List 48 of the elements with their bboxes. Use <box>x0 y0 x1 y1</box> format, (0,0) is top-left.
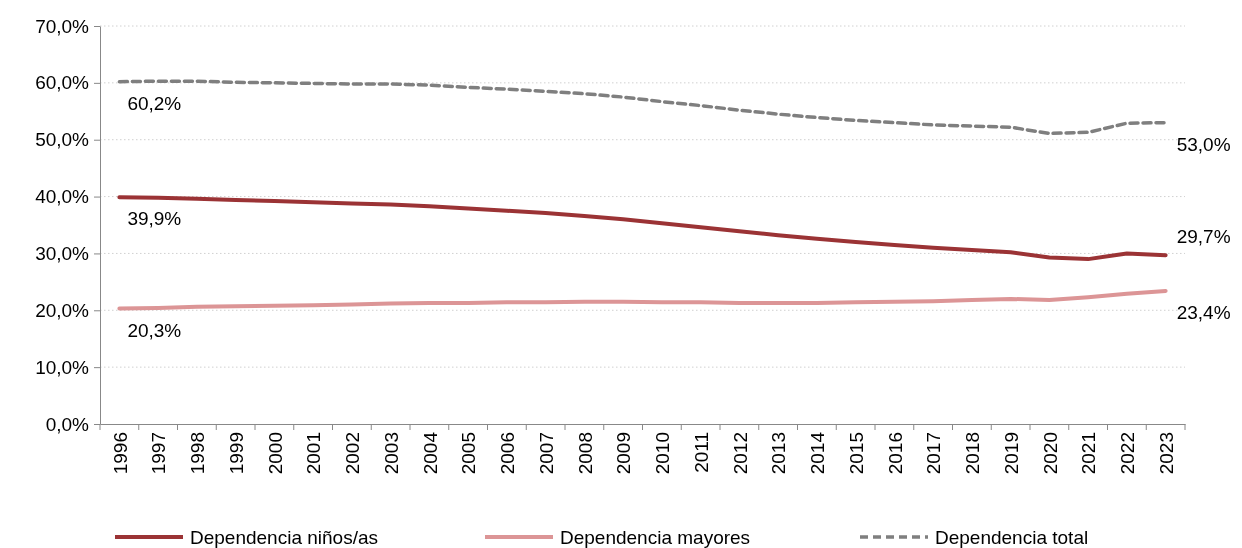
data-label: 20,3% <box>127 319 182 341</box>
x-tick-label: 2023 <box>1155 432 1177 475</box>
data-label: 53,0% <box>1176 133 1231 155</box>
x-tick-label: 1997 <box>148 432 170 475</box>
x-tick-label: 2012 <box>729 432 751 475</box>
x-tick-label: 2003 <box>380 432 402 475</box>
line-series <box>117 288 1168 311</box>
x-tick-label: 2015 <box>845 432 867 475</box>
y-tick-label: 50,0% <box>35 129 90 151</box>
x-tick-label: 1999 <box>225 432 247 475</box>
line-series <box>117 195 1168 262</box>
x-tick-label: 2017 <box>923 432 945 475</box>
data-label: 23,4% <box>1176 301 1231 323</box>
y-tick-label: 40,0% <box>35 186 90 208</box>
x-tick-label: 2013 <box>768 432 790 475</box>
x-tick-label: 2009 <box>613 432 635 475</box>
x-tick-label: 2010 <box>652 432 674 475</box>
y-tick-label: 70,0% <box>35 15 90 37</box>
x-tick-label: 2020 <box>1039 432 1061 475</box>
legend-label: Dependencia mayores <box>560 527 751 548</box>
y-tick-label: 60,0% <box>35 72 90 94</box>
x-tick-label: 2014 <box>807 431 829 475</box>
x-tick-label: 2001 <box>303 432 325 475</box>
legend-label: Dependencia niños/as <box>190 527 379 548</box>
x-tick-label: 2007 <box>535 432 557 475</box>
legend-label: Dependencia total <box>935 527 1089 548</box>
y-tick-label: 0,0% <box>45 413 90 435</box>
x-tick-label: 2011 <box>690 432 712 473</box>
data-label: 29,7% <box>1176 226 1231 248</box>
x-tick-label: 1996 <box>109 432 131 475</box>
line-series <box>117 79 1168 136</box>
data-label: 60,2% <box>127 92 182 114</box>
x-tick-label: 2021 <box>1078 432 1100 475</box>
data-label: 39,9% <box>127 208 182 230</box>
x-tick-label: 2004 <box>419 431 441 475</box>
x-tick-label: 2022 <box>1117 432 1139 475</box>
y-tick-label: 10,0% <box>35 356 90 378</box>
y-tick-label: 20,0% <box>35 299 90 321</box>
x-tick-label: 2018 <box>962 432 984 475</box>
x-tick-label: 2000 <box>264 432 286 475</box>
x-tick-label: 1998 <box>187 432 209 475</box>
x-tick-label: 2006 <box>497 432 519 475</box>
y-tick-label: 30,0% <box>35 243 90 265</box>
x-tick-label: 2016 <box>884 432 906 475</box>
x-tick-label: 2002 <box>342 432 364 475</box>
x-tick-label: 2005 <box>458 432 480 475</box>
x-tick-label: 2008 <box>574 432 596 475</box>
x-tick-label: 2019 <box>1000 432 1022 475</box>
